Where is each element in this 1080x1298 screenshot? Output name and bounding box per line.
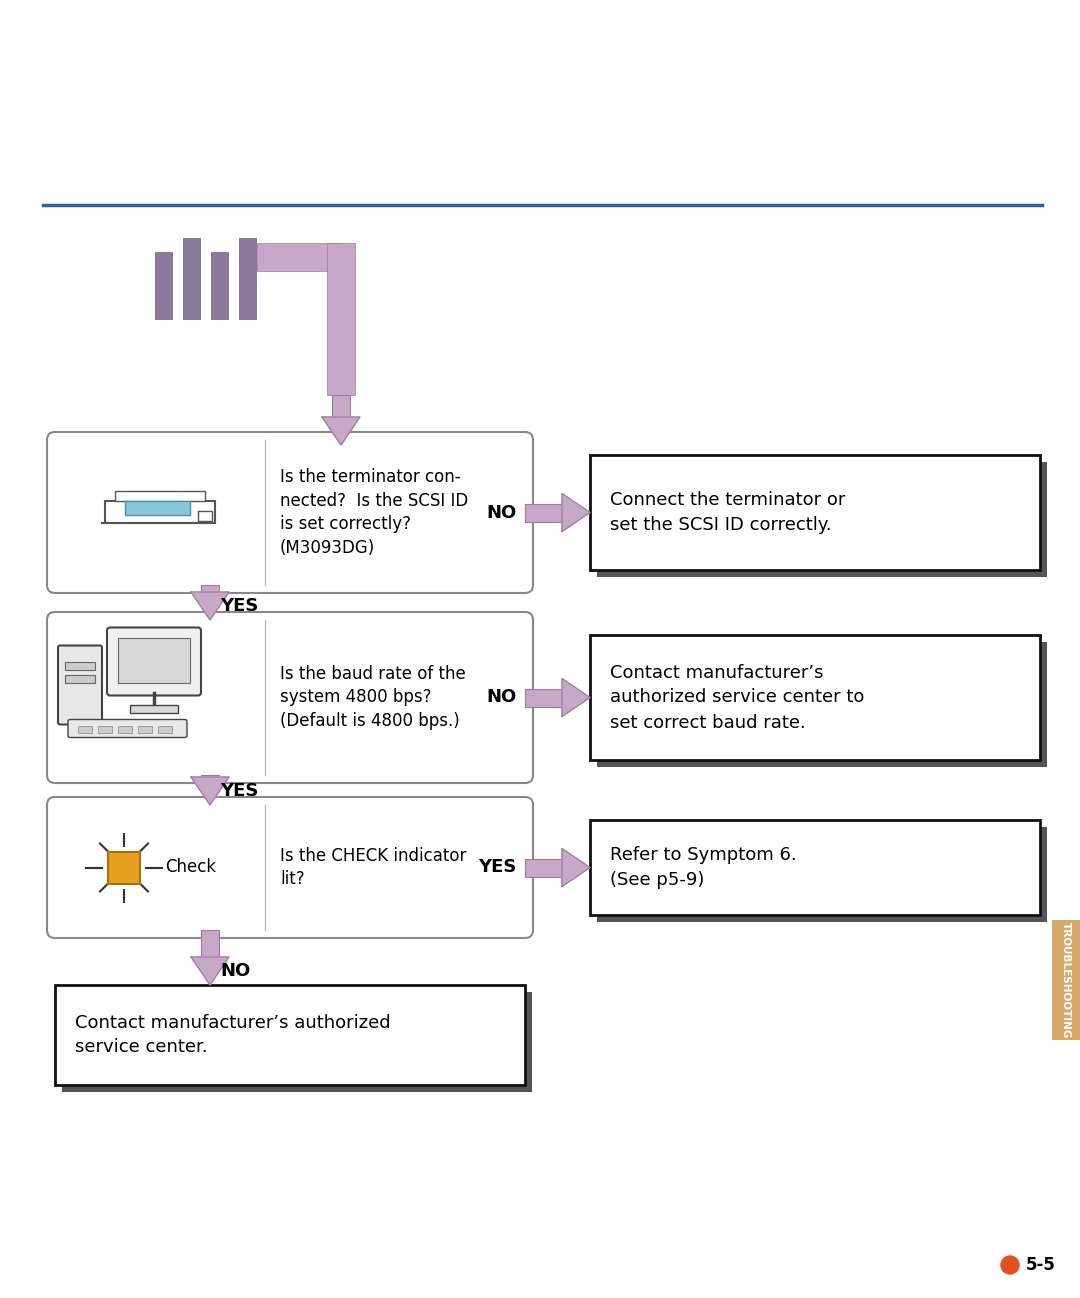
Text: YES: YES bbox=[478, 858, 517, 876]
Bar bbox=[118, 726, 132, 732]
Bar bbox=[183, 238, 201, 321]
Polygon shape bbox=[322, 417, 360, 445]
FancyBboxPatch shape bbox=[107, 627, 201, 696]
Bar bbox=[98, 726, 112, 732]
Bar bbox=[257, 243, 341, 271]
FancyBboxPatch shape bbox=[68, 719, 187, 737]
Text: TROUBLESHOOTING: TROUBLESHOOTING bbox=[1061, 922, 1071, 1038]
Bar bbox=[62, 992, 532, 1092]
Bar bbox=[130, 705, 178, 713]
FancyBboxPatch shape bbox=[48, 797, 534, 938]
Bar bbox=[590, 456, 1040, 570]
Polygon shape bbox=[562, 849, 590, 887]
Text: NO: NO bbox=[487, 504, 517, 522]
FancyBboxPatch shape bbox=[48, 432, 534, 593]
Bar bbox=[201, 775, 219, 778]
Polygon shape bbox=[562, 679, 590, 716]
Bar bbox=[65, 675, 95, 683]
Text: Check: Check bbox=[165, 858, 216, 876]
Bar bbox=[211, 252, 229, 321]
Text: Is the terminator con-
nected?  Is the SCSI ID
is set correctly?
(M3093DG): Is the terminator con- nected? Is the SC… bbox=[280, 469, 469, 557]
Bar bbox=[590, 635, 1040, 761]
Bar bbox=[138, 726, 152, 732]
FancyBboxPatch shape bbox=[105, 501, 215, 523]
Bar bbox=[156, 252, 173, 321]
Bar bbox=[118, 637, 190, 683]
Text: Contact manufacturer’s authorized
service center.: Contact manufacturer’s authorized servic… bbox=[75, 1014, 391, 1057]
Text: Contact manufacturer’s
authorized service center to
set correct baud rate.: Contact manufacturer’s authorized servic… bbox=[610, 663, 864, 732]
Text: NO: NO bbox=[220, 962, 251, 980]
Bar bbox=[597, 827, 1047, 922]
FancyBboxPatch shape bbox=[125, 501, 190, 514]
Bar bbox=[114, 491, 205, 501]
Bar bbox=[525, 858, 562, 876]
Bar bbox=[1052, 920, 1080, 1040]
Text: Is the CHECK indicator
lit?: Is the CHECK indicator lit? bbox=[280, 846, 467, 888]
Text: 5-5: 5-5 bbox=[1026, 1256, 1056, 1275]
FancyBboxPatch shape bbox=[48, 611, 534, 783]
Bar bbox=[332, 395, 350, 417]
Text: Connect the terminator or
set the SCSI ID correctly.: Connect the terminator or set the SCSI I… bbox=[610, 491, 846, 533]
Bar bbox=[158, 726, 172, 732]
Bar bbox=[198, 510, 212, 520]
Bar bbox=[239, 238, 257, 321]
Bar bbox=[327, 243, 355, 395]
FancyBboxPatch shape bbox=[58, 645, 102, 724]
Bar bbox=[55, 985, 525, 1085]
Bar bbox=[201, 585, 219, 592]
Bar bbox=[597, 462, 1047, 578]
Bar bbox=[65, 662, 95, 670]
Text: YES: YES bbox=[220, 597, 258, 615]
Bar bbox=[525, 504, 562, 522]
Polygon shape bbox=[191, 592, 229, 620]
Circle shape bbox=[1001, 1256, 1020, 1275]
Polygon shape bbox=[191, 957, 229, 985]
Bar bbox=[525, 688, 562, 706]
Bar bbox=[597, 643, 1047, 767]
Text: Refer to Symptom 6.
(See p5-9): Refer to Symptom 6. (See p5-9) bbox=[610, 846, 797, 889]
Text: NO: NO bbox=[487, 688, 517, 706]
Text: Is the baud rate of the
system 4800 bps?
(Default is 4800 bps.): Is the baud rate of the system 4800 bps?… bbox=[280, 665, 465, 729]
Polygon shape bbox=[191, 778, 229, 805]
Bar bbox=[590, 820, 1040, 915]
Polygon shape bbox=[562, 493, 590, 531]
Bar bbox=[108, 851, 140, 884]
Text: YES: YES bbox=[220, 781, 258, 800]
Bar bbox=[201, 929, 219, 957]
Bar bbox=[78, 726, 92, 732]
